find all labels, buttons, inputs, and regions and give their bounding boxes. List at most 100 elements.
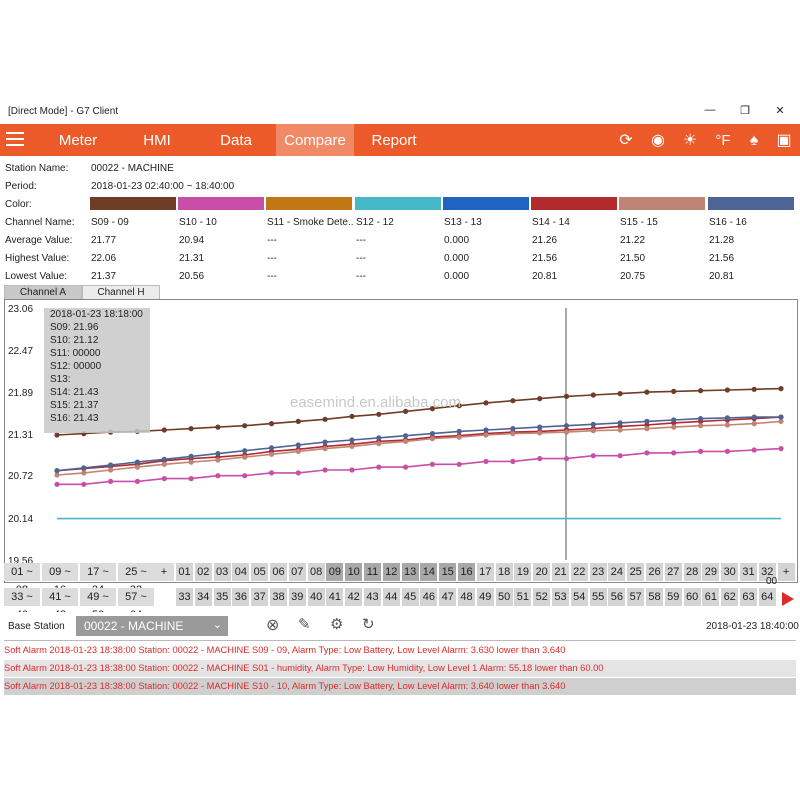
tooltip-line: S10: 21.12 [50, 335, 99, 346]
channel-number-button[interactable]: 18 [495, 563, 513, 581]
channel-number-button[interactable]: 54 [570, 588, 588, 606]
refresh-icon[interactable]: ⟳ [619, 132, 633, 149]
channel-number-button[interactable]: 49 [476, 588, 494, 606]
minimize-icon[interactable]: — [704, 104, 716, 116]
bell-mute-icon[interactable]: ♠ [749, 132, 759, 149]
channel-number-button[interactable]: 33 [176, 588, 193, 606]
channel-number-button[interactable]: 39 [288, 588, 306, 606]
channel-number-button[interactable]: 05 [251, 563, 269, 581]
sync-icon[interactable]: ↻ [362, 616, 375, 633]
channel-number-button[interactable]: 51 [514, 588, 532, 606]
channel-number-button[interactable]: 58 [646, 588, 663, 606]
channel-number-button[interactable]: 04 [232, 563, 250, 581]
channel-number-button[interactable]: 20 [533, 563, 551, 581]
channel-number-button[interactable]: 25 [627, 563, 645, 581]
cancel-icon[interactable]: ⊗ [266, 617, 280, 634]
channel-number-button[interactable]: 43 [364, 588, 381, 606]
channel-number-button[interactable]: 35 [213, 588, 231, 606]
channel-group-button[interactable]: 09 ~ 16 [42, 563, 78, 596]
channel-number-button[interactable]: 08 [307, 563, 325, 581]
channel-number-button[interactable]: 12 [382, 563, 400, 581]
settings-icon[interactable]: ⚙ [330, 616, 344, 633]
channel-number-button[interactable]: 57 [627, 588, 645, 606]
channel-number-button[interactable]: 38 [270, 588, 287, 606]
channel-group-button[interactable]: + [154, 563, 174, 581]
tab-data[interactable]: Data [220, 132, 252, 149]
channel-number-button[interactable]: 31 [740, 563, 757, 581]
channel-group-button[interactable]: 33 ~ 40 [4, 588, 40, 621]
channel-group-button[interactable]: 01 ~ 08 [4, 563, 40, 596]
channel-number-button[interactable]: 41 [326, 588, 344, 606]
temperature-unit-icon[interactable]: °F [715, 132, 731, 149]
restore-icon[interactable]: ❐ [740, 105, 750, 117]
close-icon[interactable]: ✕ [775, 105, 785, 117]
channel-number-button[interactable]: 45 [401, 588, 419, 606]
channel-group-button[interactable]: 41 ~ 48 [42, 588, 78, 621]
channel-number-button[interactable]: 06 [270, 563, 287, 581]
channel-number-button[interactable]: 15 [439, 563, 457, 581]
channel-number-button[interactable]: 10 [345, 563, 363, 581]
channel-number-button[interactable]: 30 [721, 563, 739, 581]
base-station-select[interactable]: 00022 - MACHINE ⌄ [76, 616, 228, 636]
channel-number-button[interactable]: 07 [288, 563, 306, 581]
channel-group-button[interactable]: 17 ~ 24 [80, 563, 116, 596]
channel-number-button[interactable]: 61 [702, 588, 720, 606]
channel-number-button[interactable]: 02 [194, 563, 212, 581]
edit-icon[interactable]: ✎ [298, 616, 311, 633]
channel-group-button[interactable]: 25 ~ 32 [118, 563, 154, 596]
channel-number-button[interactable]: 03 [213, 563, 231, 581]
channel-number-button[interactable]: 42 [345, 588, 363, 606]
channel-number-button[interactable]: 28 [683, 563, 701, 581]
channel-number-button[interactable]: 37 [251, 588, 269, 606]
channel-number-button[interactable]: 32 [758, 563, 776, 581]
channel-number-button[interactable]: 50 [495, 588, 513, 606]
channel-number-button[interactable]: 14 [420, 563, 438, 581]
channel-number-button[interactable]: 23 [589, 563, 607, 581]
tab-compare[interactable]: Compare [276, 124, 354, 156]
camera-icon[interactable]: ◉ [651, 132, 665, 149]
channel-number-button[interactable]: 21 [552, 563, 569, 581]
channel-number-button[interactable]: + [777, 563, 795, 581]
channel-number-button[interactable]: 19 [514, 563, 532, 581]
tab-hmi[interactable]: HMI [143, 132, 171, 149]
channel-number-button[interactable]: 47 [439, 588, 457, 606]
channel-number-button[interactable]: 63 [740, 588, 757, 606]
tab-channel-h[interactable]: Channel H [82, 285, 160, 301]
channel-number-button[interactable]: 59 [664, 588, 682, 606]
channel-number-button[interactable]: 36 [232, 588, 250, 606]
channel-number-button[interactable]: 24 [608, 563, 626, 581]
channel-number-button[interactable]: 64 [758, 588, 776, 606]
sun-icon[interactable]: ☀ [682, 132, 698, 149]
channel-number-button[interactable]: 53 [552, 588, 569, 606]
alarm-row[interactable]: Soft Alarm 2018-01-23 18:38:00 Station: … [4, 660, 796, 677]
channel-number-button[interactable]: 22 [570, 563, 588, 581]
channel-group-button[interactable]: 49 ~ 56 [80, 588, 116, 621]
tab-report[interactable]: Report [371, 132, 417, 149]
channel-number-button[interactable]: 40 [307, 588, 325, 606]
channel-number-button[interactable]: 17 [476, 563, 494, 581]
channel-group-button[interactable]: 57 ~ 64 [118, 588, 154, 621]
channel-number-button[interactable]: 56 [608, 588, 626, 606]
hamburger-icon[interactable] [6, 132, 24, 146]
channel-number-button[interactable]: 46 [420, 588, 438, 606]
channel-number-button[interactable]: 60 [683, 588, 701, 606]
channel-number-button[interactable]: 16 [458, 563, 475, 581]
channel-number-button[interactable]: 55 [589, 588, 607, 606]
channel-number-button[interactable]: 34 [194, 588, 212, 606]
alarm-row[interactable]: Soft Alarm 2018-01-23 18:38:00 Station: … [4, 642, 796, 659]
channel-number-button[interactable]: 44 [382, 588, 400, 606]
channel-number-button[interactable]: 62 [721, 588, 739, 606]
alarm-row[interactable]: Soft Alarm 2018-01-23 18:38:00 Station: … [4, 678, 796, 695]
channel-number-button[interactable]: 09 [326, 563, 344, 581]
image-icon[interactable]: ▣ [776, 132, 792, 149]
channel-number-button[interactable]: 52 [533, 588, 551, 606]
channel-number-button[interactable]: 01 [176, 563, 193, 581]
channel-number-button[interactable]: 13 [401, 563, 419, 581]
channel-number-button[interactable]: 27 [664, 563, 682, 581]
next-arrow-icon[interactable] [782, 592, 794, 606]
tab-meter[interactable]: Meter [58, 132, 98, 149]
channel-number-button[interactable]: 26 [646, 563, 663, 581]
channel-number-button[interactable]: 48 [458, 588, 475, 606]
channel-number-button[interactable]: 11 [364, 563, 381, 581]
channel-number-button[interactable]: 29 [702, 563, 720, 581]
